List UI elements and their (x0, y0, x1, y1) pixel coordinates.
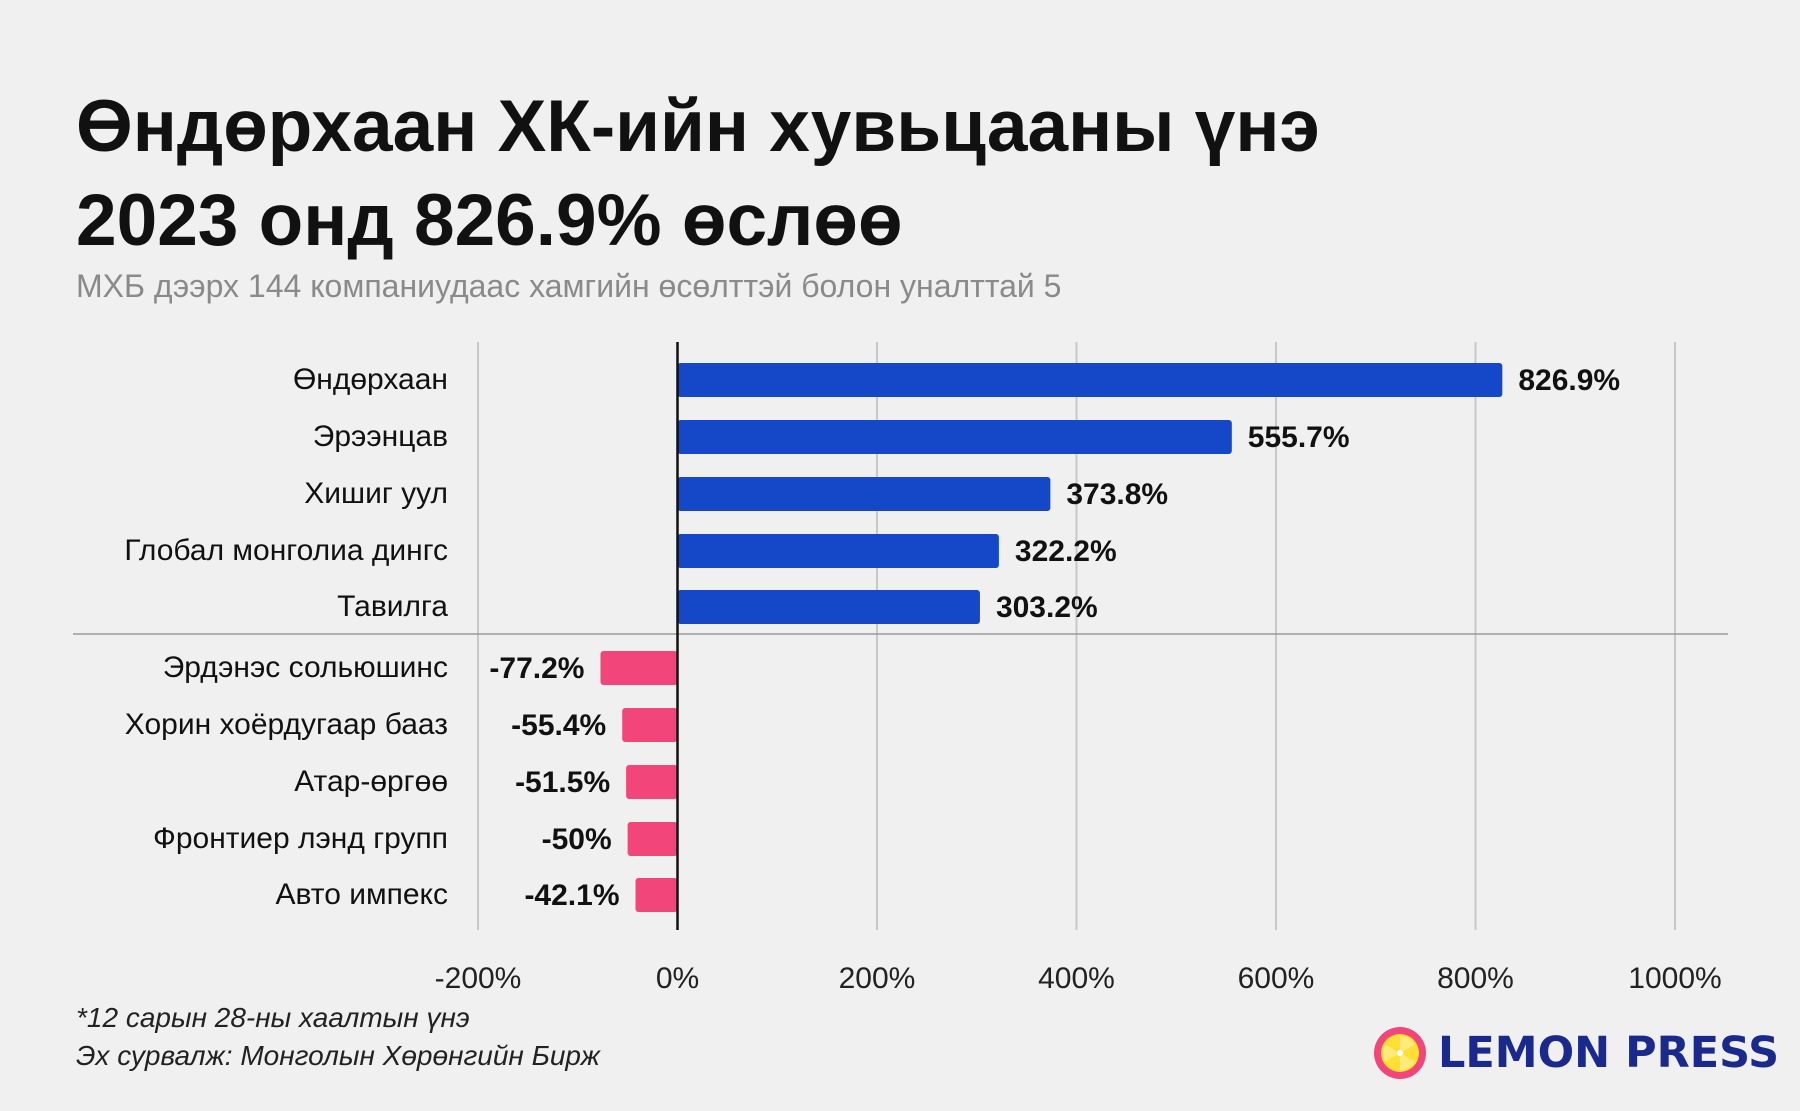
bar (677, 420, 1232, 454)
chart-subtitle: МХБ дээрх 144 компаниудаас хамгийн өсөлт… (76, 268, 1062, 304)
bar (677, 477, 1051, 511)
title-line-2: 2023 онд 826.9% өслөө (76, 180, 903, 261)
value-label: -51.5% (515, 766, 610, 799)
x-tick-label: 800% (1437, 962, 1514, 995)
value-label: -55.4% (511, 709, 606, 742)
footnote-price-note: *12 сарын 28-ны хаалтын үнэ (76, 1002, 470, 1033)
bar (627, 822, 678, 856)
value-label: 322.2% (1015, 535, 1117, 568)
category-label: Өндөрхаан (293, 363, 448, 396)
bar-chart: -200% 0% 200% 400% 600% 800% 1000% Өндөрхаан 826… (73, 342, 1728, 995)
value-label: 373.8% (1066, 478, 1168, 511)
x-tick-label: 200% (839, 962, 916, 995)
x-tick-label: 1000% (1628, 962, 1721, 995)
bar (626, 765, 678, 799)
logo-text: LEMON PRESS (1438, 1028, 1780, 1078)
x-tick-label: 400% (1038, 962, 1115, 995)
category-label: Фронтиер лэнд групп (153, 822, 448, 855)
bar (600, 651, 678, 685)
bar (622, 708, 678, 742)
value-label: -77.2% (489, 652, 584, 685)
lemon-press-logo: LEMON PRESS (1372, 1025, 1779, 1081)
x-tick-label: 0% (656, 962, 699, 995)
value-label: -50% (542, 823, 612, 856)
value-label: -42.1% (524, 879, 619, 912)
bar (635, 878, 678, 912)
category-label: Эрдэнэс сольюшинс (163, 651, 448, 684)
chart-title: Өндөрхаан ХК-ийн хувьцааны үнэ 2023 онд … (76, 80, 1676, 268)
footnote-source: Эх сурвалж: Монголын Хөрөнгийн Бирж (76, 1040, 600, 1071)
x-tick-label: 600% (1238, 962, 1315, 995)
value-label: 303.2% (996, 591, 1098, 624)
lemon-slice-icon (1374, 1027, 1426, 1079)
category-label: Тавилга (337, 590, 448, 623)
title-line-1: Өндөрхаан ХК-ийн хувьцааны үнэ (76, 86, 1320, 167)
value-label: 826.9% (1518, 364, 1620, 397)
category-label: Атар-өргөө (294, 765, 448, 798)
category-label: Эрээнцав (313, 420, 448, 453)
value-label: 555.7% (1248, 421, 1350, 454)
bar (677, 590, 980, 624)
x-tick-label: -200% (435, 962, 522, 995)
category-label: Хишиг уул (304, 477, 448, 510)
category-label: Глобал монголиа дингс (124, 534, 448, 567)
category-label: Авто импекс (276, 878, 449, 911)
bar (677, 534, 999, 568)
category-label: Хорин хоёрдугаар бааз (125, 708, 448, 741)
bar (677, 363, 1503, 397)
